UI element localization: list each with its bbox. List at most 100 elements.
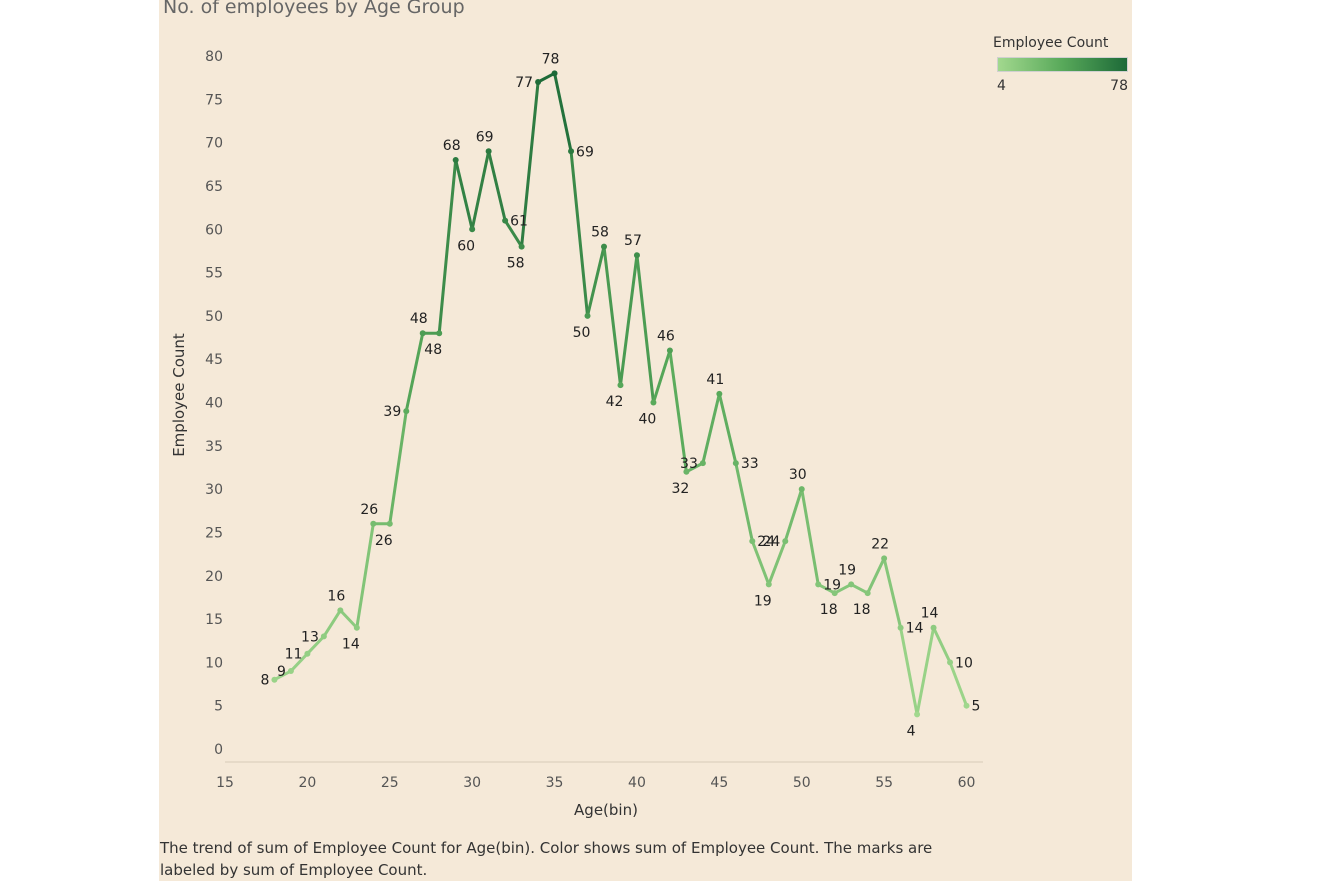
series-line-segment [717, 392, 738, 465]
series-line-segment [750, 539, 771, 586]
series-line-segment [404, 331, 425, 413]
data-point [419, 330, 426, 337]
data-label: 18 [853, 602, 871, 618]
series-line-segment [503, 219, 524, 249]
legend-color-ramp [997, 57, 1128, 72]
data-point [798, 486, 805, 493]
series-line-segment [618, 253, 639, 387]
x-axis-title: Age(bin) [574, 801, 638, 819]
data-label: 60 [457, 238, 475, 254]
data-point [666, 347, 673, 354]
data-point [287, 668, 294, 675]
data-label: 61 [510, 214, 528, 230]
data-point [947, 659, 954, 666]
data-point [617, 382, 624, 389]
series-line-segment [569, 149, 590, 318]
data-point [930, 624, 937, 631]
series-line-segment [602, 245, 622, 387]
data-point [337, 607, 344, 614]
data-point [568, 148, 575, 155]
data-label: 46 [657, 329, 675, 345]
data-label: 14 [342, 637, 360, 653]
data-label: 13 [301, 629, 319, 645]
data-point [271, 676, 278, 683]
data-label: 30 [789, 467, 807, 483]
x-tick-label: 30 [463, 775, 481, 791]
data-point [518, 243, 525, 250]
data-point [765, 581, 772, 588]
x-tick-label: 35 [546, 775, 564, 791]
series-line-segment [816, 582, 837, 595]
y-tick-label: 25 [205, 525, 223, 541]
data-label: 16 [327, 588, 345, 604]
y-tick-label: 10 [205, 655, 223, 671]
data-point [601, 243, 607, 250]
data-label: 9 [277, 664, 286, 680]
x-tick-label: 60 [958, 775, 976, 791]
y-tick-label: 75 [205, 92, 223, 108]
data-label: 33 [741, 456, 759, 472]
series-line-segment [948, 660, 969, 708]
series-line-segment [437, 158, 458, 335]
series-line-segment [305, 634, 326, 656]
series-line-segment [520, 80, 540, 249]
data-label: 24 [762, 534, 780, 550]
y-axis-title: Employee Count [170, 333, 188, 457]
legend-title: Employee Count [993, 35, 1109, 51]
data-points [271, 70, 970, 718]
y-tick-label: 5 [214, 699, 223, 715]
axes: 15 20 25 30 35 40 45 50 55 6005101520253035404550… [205, 49, 983, 791]
series-line-segment [322, 608, 342, 638]
data-point [831, 590, 838, 597]
y-tick-label: 70 [205, 136, 223, 152]
data-point [386, 520, 393, 527]
data-label: 14 [906, 621, 924, 637]
y-tick-label: 30 [205, 482, 223, 498]
data-point [551, 70, 558, 77]
series-line-segment [487, 149, 507, 223]
series-line-segment [800, 487, 820, 586]
data-point [815, 581, 822, 588]
data-point [650, 399, 657, 406]
x-tick-label: 15 [216, 775, 234, 791]
data-point [699, 460, 706, 467]
y-tick-label: 45 [205, 352, 223, 368]
data-point [633, 252, 640, 259]
data-label: 5 [972, 699, 981, 715]
chart-caption: The trend of sum of Employee Count for A… [160, 839, 933, 879]
data-label: 48 [424, 342, 442, 358]
data-label: 40 [639, 412, 657, 428]
series-line-segment [355, 522, 375, 630]
y-tick-label: 55 [205, 266, 223, 282]
series-line-segment [470, 149, 491, 231]
data-point [732, 460, 739, 467]
data-label: 39 [383, 404, 401, 420]
legend-max-label: 78 [1110, 78, 1128, 94]
series-line-segment [454, 158, 474, 231]
data-label: 24 [757, 534, 775, 550]
chart-title: No. of employees by Age Group [163, 0, 465, 18]
series-line-segment [651, 349, 672, 404]
data-point [535, 78, 542, 85]
data-point [848, 581, 855, 588]
data-label: 8 [261, 673, 270, 689]
data-point [436, 330, 443, 337]
series-line-segment [289, 652, 309, 673]
data-point [881, 555, 888, 562]
series-line-segment [882, 556, 903, 630]
data-label: 18 [820, 602, 838, 618]
series-line-segment [915, 626, 936, 716]
data-label: 4 [907, 723, 916, 739]
data-label: 48 [410, 311, 428, 327]
series-line-segment [833, 582, 853, 595]
x-tick-label: 25 [381, 775, 399, 791]
data-point [897, 624, 904, 631]
series-line-segment [536, 71, 557, 84]
data-point [353, 624, 360, 631]
data-point [782, 538, 789, 545]
data-point [584, 312, 591, 319]
data-label: 68 [443, 138, 461, 154]
data-point [469, 226, 476, 233]
data-label: 14 [921, 606, 939, 622]
